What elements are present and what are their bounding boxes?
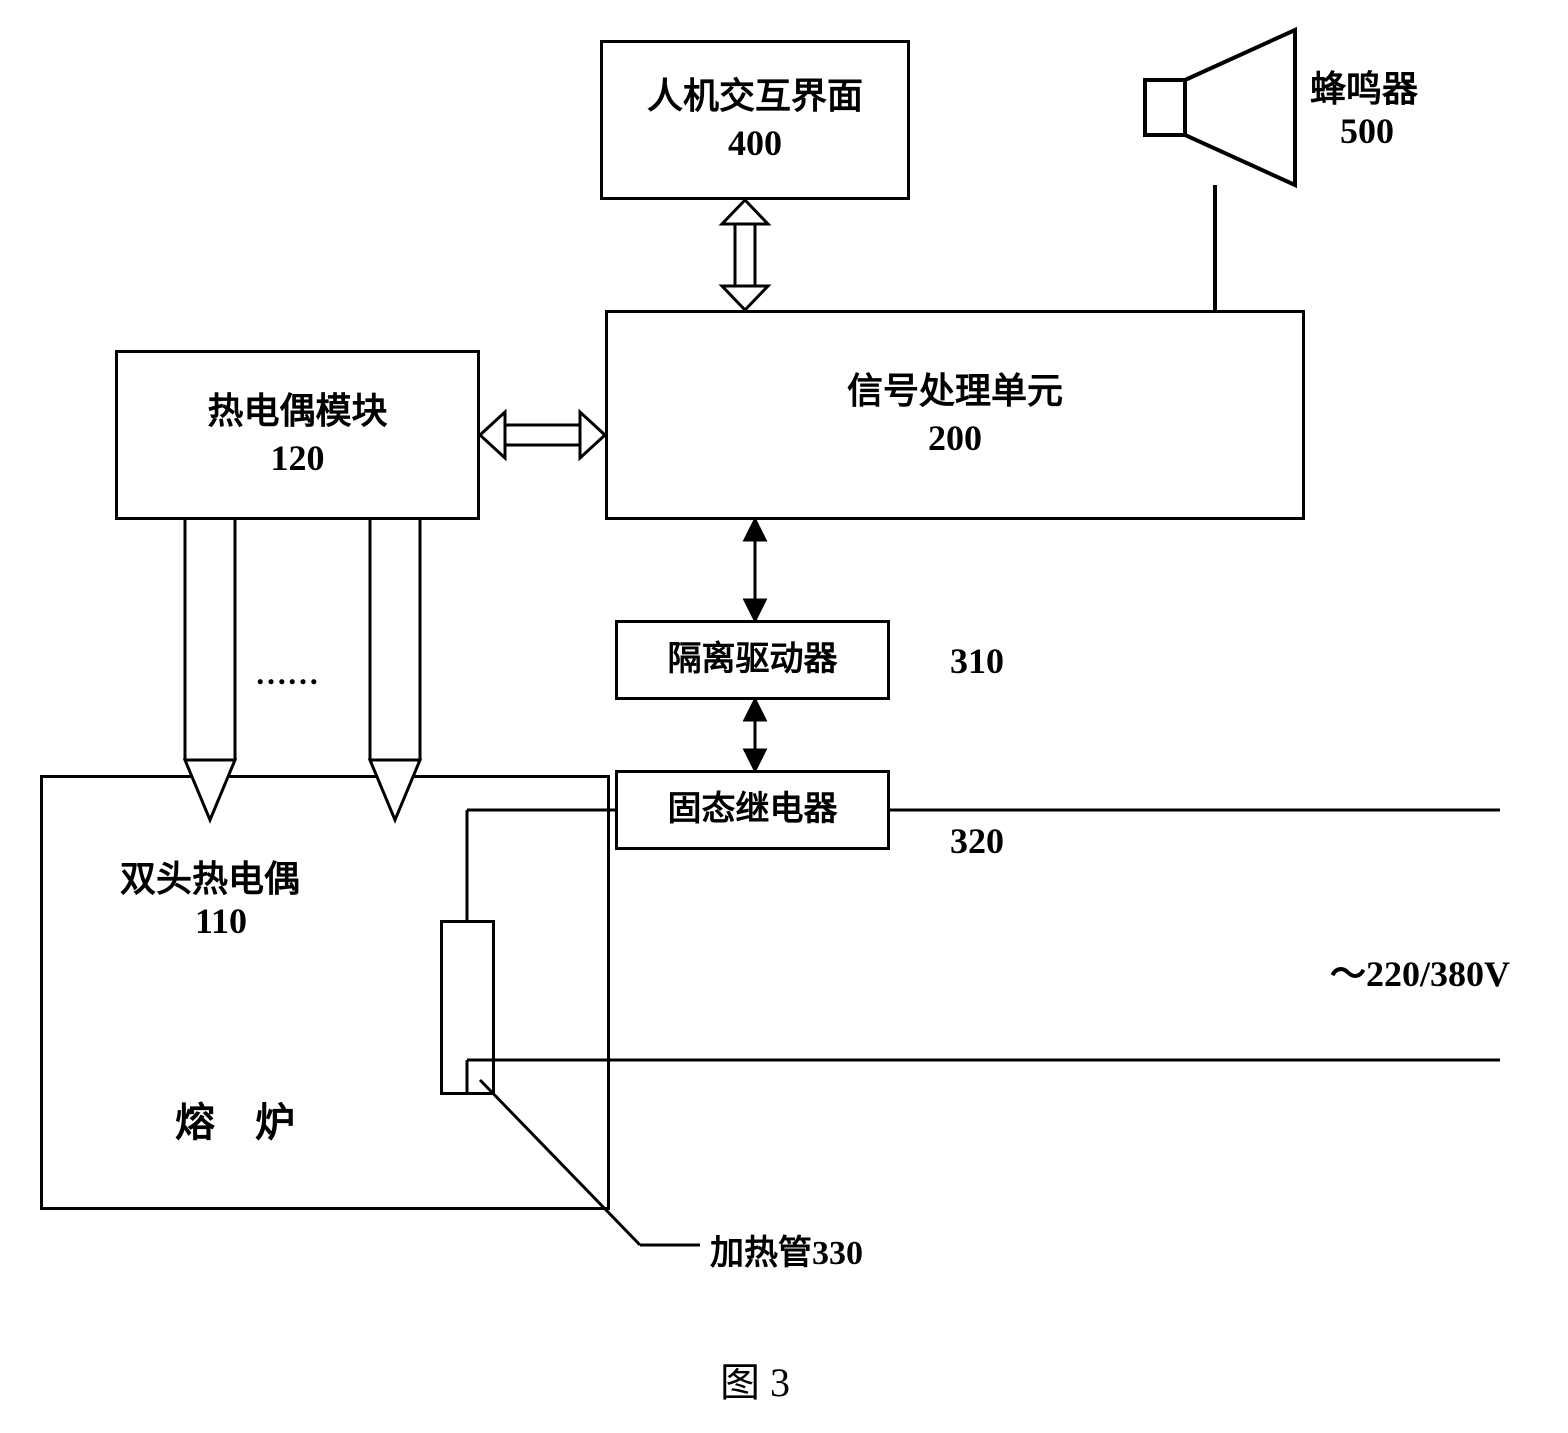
furnace-title: 熔 炉 (175, 1090, 295, 1148)
heater-box (440, 920, 495, 1095)
hmi-num: 400 (728, 120, 782, 167)
sig-unit-title: 信号处理单元 (847, 368, 1063, 415)
iso-driver-box: 隔离驱动器 (615, 620, 890, 700)
iso-driver-num: 310 (950, 640, 1004, 682)
sig-unit-box: 信号处理单元 200 (605, 310, 1305, 520)
arrow-iso-ssr (745, 700, 765, 770)
ssr-box: 固态继电器 (615, 770, 890, 850)
hmi-title: 人机交互界面 (647, 73, 863, 120)
buzzer-icon (1145, 30, 1295, 310)
tc-dual-title: 双头热电偶 (120, 850, 300, 902)
heater-leader (480, 1080, 700, 1245)
tc-dual-num: 110 (195, 900, 247, 942)
arrow-sig-iso (745, 520, 765, 620)
power-label: ～220/380V (1330, 945, 1510, 997)
heater-num: 330 (812, 1235, 863, 1272)
furnace-box (40, 775, 610, 1210)
buzzer-num: 500 (1340, 110, 1394, 152)
tc-module-title: 热电偶模块 (207, 388, 387, 435)
tc-module-box: 热电偶模块 120 (115, 350, 480, 520)
tc-module-num: 120 (271, 435, 325, 482)
iso-driver-title: 隔离驱动器 (668, 638, 838, 682)
wiring-svg (0, 0, 1568, 1433)
arrow-hmi-sig (722, 200, 768, 310)
arrow-tc-sig (480, 412, 605, 458)
probe-left (185, 520, 235, 820)
ssr-num: 320 (950, 820, 1004, 862)
probe-right (370, 520, 420, 820)
figure-caption: 图 3 (720, 1350, 790, 1408)
heater-label: 加热管330 (710, 1225, 863, 1274)
sig-unit-num: 200 (928, 415, 982, 462)
heater-title: 加热管 (710, 1235, 812, 1272)
probe-ellipsis: …… (255, 655, 319, 692)
hmi-box: 人机交互界面 400 (600, 40, 910, 200)
buzzer-title: 蜂鸣器 (1310, 60, 1418, 112)
ssr-title: 固态继电器 (668, 788, 838, 832)
